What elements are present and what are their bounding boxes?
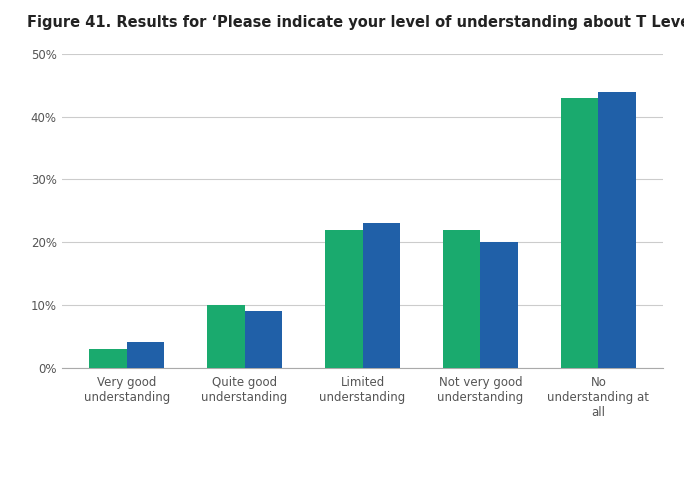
Bar [443,229,480,368]
Bar [561,98,598,368]
Bar [245,311,282,368]
Bar [480,242,518,368]
Bar [127,343,164,368]
Bar [363,223,400,368]
Bar [325,229,363,368]
Bar [89,349,127,368]
Bar [598,92,636,367]
Bar [207,305,245,368]
Text: Figure 41. Results for ‘Please indicate your level of understanding about T Leve: Figure 41. Results for ‘Please indicate … [27,15,684,30]
